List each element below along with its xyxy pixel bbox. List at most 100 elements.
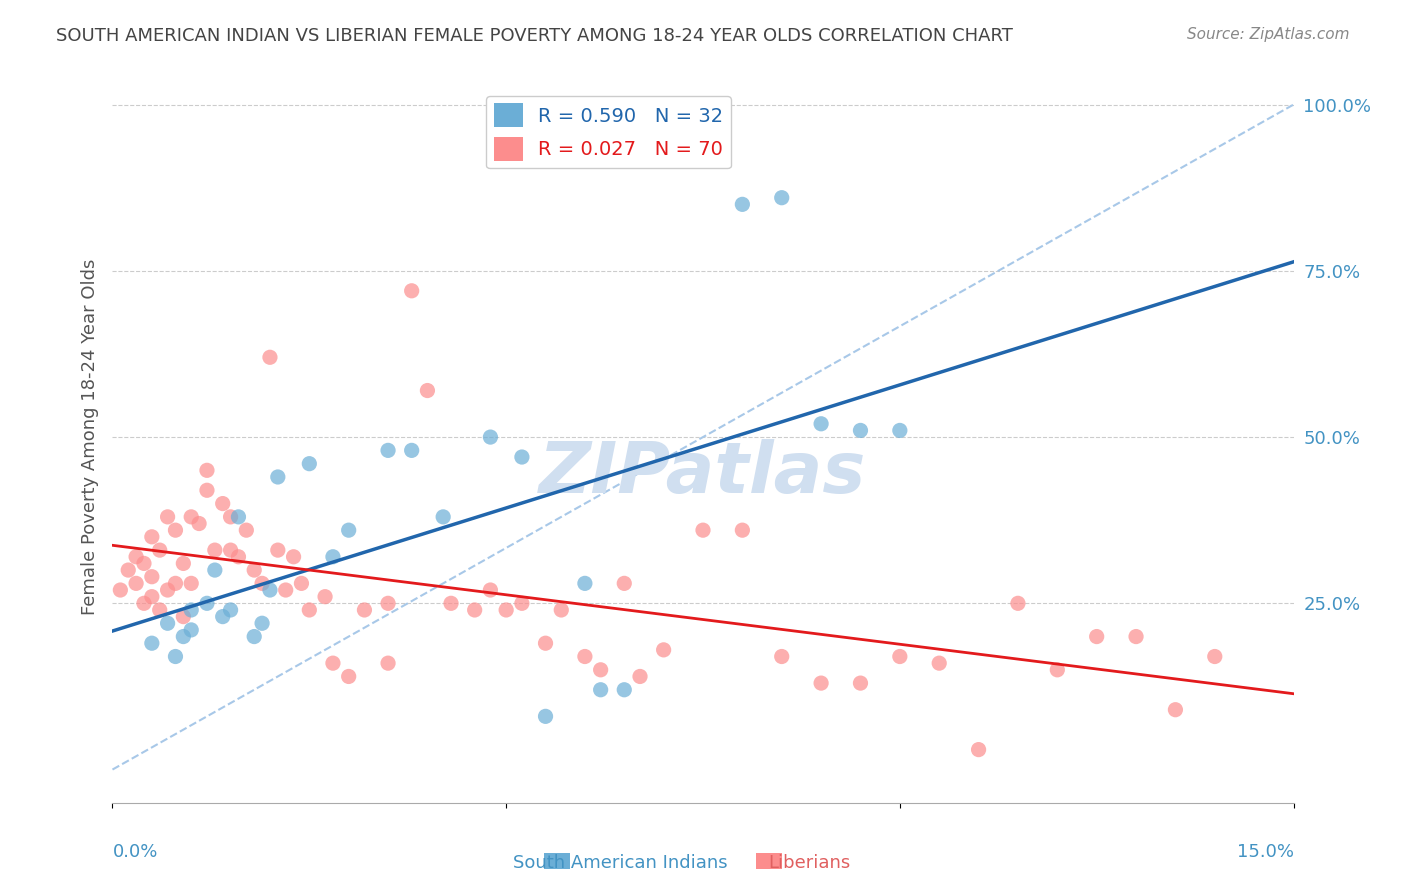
Point <box>110 582 132 597</box>
Point <box>172 557 194 571</box>
Point <box>770 191 793 205</box>
Point <box>731 523 754 537</box>
Legend: R = 0.590   N = 32, R = 0.027   N = 70: R = 0.590 N = 32, R = 0.027 N = 70 <box>486 95 731 169</box>
Point <box>770 649 793 664</box>
Point <box>589 663 612 677</box>
Point <box>967 742 990 756</box>
Point <box>889 649 911 664</box>
Point <box>180 623 202 637</box>
Point <box>204 563 226 577</box>
Point <box>314 590 336 604</box>
Point <box>731 197 754 211</box>
Point <box>235 523 257 537</box>
Point <box>149 543 172 558</box>
Text: South American Indians: South American Indians <box>513 854 728 872</box>
Point <box>125 576 148 591</box>
Point <box>889 424 911 438</box>
Point <box>156 582 179 597</box>
Text: Liberians: Liberians <box>768 854 851 872</box>
Point <box>219 603 242 617</box>
Point <box>322 656 344 670</box>
Point <box>810 417 832 431</box>
Point <box>322 549 344 564</box>
Point <box>401 443 423 458</box>
Point <box>228 509 250 524</box>
Point <box>156 616 179 631</box>
Point <box>432 509 454 524</box>
Point <box>1204 649 1226 664</box>
Point <box>259 351 281 365</box>
Text: Source: ZipAtlas.com: Source: ZipAtlas.com <box>1187 27 1350 42</box>
Point <box>337 523 360 537</box>
Point <box>195 463 218 477</box>
Y-axis label: Female Poverty Among 18-24 Year Olds: Female Poverty Among 18-24 Year Olds <box>80 259 98 615</box>
Point <box>180 576 202 591</box>
Point <box>464 603 486 617</box>
Point <box>172 609 194 624</box>
Point <box>211 609 233 624</box>
Point <box>1046 663 1069 677</box>
Point <box>692 523 714 537</box>
Point <box>416 384 439 398</box>
Point <box>849 676 872 690</box>
Point <box>149 603 172 617</box>
Point <box>353 603 375 617</box>
FancyBboxPatch shape <box>756 853 782 869</box>
Point <box>479 582 502 597</box>
Point <box>290 576 312 591</box>
Point <box>195 483 218 498</box>
Point <box>141 570 163 584</box>
Point <box>141 636 163 650</box>
Point <box>219 543 242 558</box>
Point <box>117 563 139 577</box>
Point <box>172 630 194 644</box>
Point <box>534 709 557 723</box>
Text: SOUTH AMERICAN INDIAN VS LIBERIAN FEMALE POVERTY AMONG 18-24 YEAR OLDS CORRELATI: SOUTH AMERICAN INDIAN VS LIBERIAN FEMALE… <box>56 27 1014 45</box>
Text: ZIPatlas: ZIPatlas <box>540 439 866 508</box>
Point <box>274 582 297 597</box>
Point <box>180 603 202 617</box>
Point <box>401 284 423 298</box>
Point <box>479 430 502 444</box>
Point <box>337 669 360 683</box>
Point <box>613 682 636 697</box>
Point <box>250 616 273 631</box>
Point <box>165 523 187 537</box>
Point <box>849 424 872 438</box>
Point <box>132 557 155 571</box>
Point <box>141 590 163 604</box>
Point <box>534 636 557 650</box>
Point <box>589 682 612 697</box>
Point <box>377 596 399 610</box>
Point <box>165 649 187 664</box>
Point <box>628 669 651 683</box>
Point <box>574 576 596 591</box>
FancyBboxPatch shape <box>544 853 569 869</box>
Text: 15.0%: 15.0% <box>1236 843 1294 861</box>
Point <box>510 450 533 464</box>
Point <box>243 563 266 577</box>
Point <box>298 603 321 617</box>
Point <box>1007 596 1029 610</box>
Point <box>132 596 155 610</box>
Point <box>510 596 533 610</box>
Point <box>267 543 290 558</box>
Point <box>1125 630 1147 644</box>
Point <box>211 497 233 511</box>
Point <box>377 656 399 670</box>
Point <box>495 603 517 617</box>
Point <box>267 470 290 484</box>
Point <box>165 576 187 591</box>
Point <box>574 649 596 664</box>
Point <box>377 443 399 458</box>
Point <box>188 516 211 531</box>
Point <box>1085 630 1108 644</box>
Point <box>298 457 321 471</box>
Point <box>1164 703 1187 717</box>
Point <box>283 549 305 564</box>
Text: 0.0%: 0.0% <box>112 843 157 861</box>
Point <box>195 596 218 610</box>
Point <box>243 630 266 644</box>
Point <box>180 509 202 524</box>
Point <box>259 582 281 597</box>
